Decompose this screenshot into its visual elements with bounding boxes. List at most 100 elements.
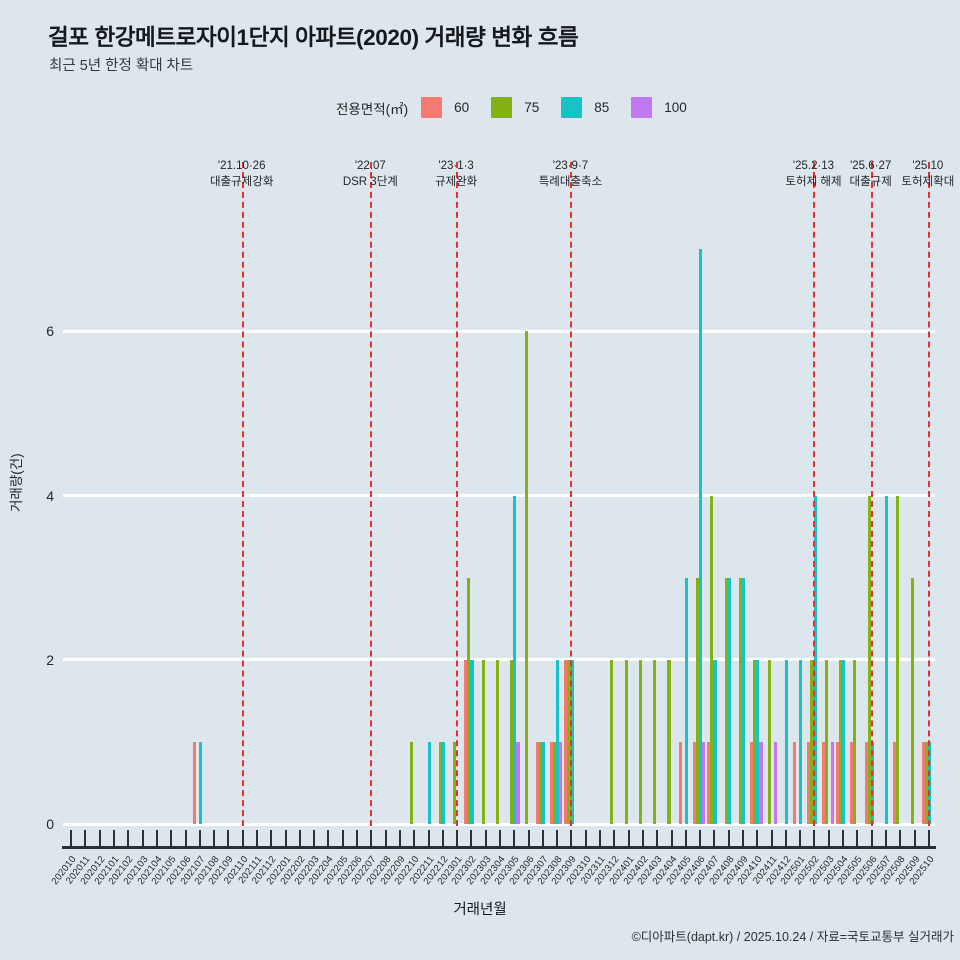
bar[interactable] [516, 741, 520, 824]
x-axis-tick [170, 830, 173, 846]
bar[interactable] [830, 741, 835, 824]
bar[interactable] [467, 577, 471, 824]
bar[interactable] [713, 659, 717, 824]
bar[interactable] [198, 741, 202, 824]
event-annotation-text: 규제완화 [434, 176, 478, 189]
bar[interactable] [824, 659, 828, 824]
legend-item-60[interactable]: 60 [421, 97, 481, 118]
x-axis-tick [827, 830, 830, 846]
bar[interactable] [810, 659, 814, 824]
event-annotation: '25.10 토허제확대 [901, 158, 954, 191]
y-axis-tick-label: 2 [46, 651, 54, 668]
bar[interactable] [853, 659, 857, 824]
gridline [63, 329, 935, 333]
bar[interactable] [924, 741, 928, 824]
event-marker-line [927, 162, 930, 846]
bar[interactable] [702, 741, 706, 824]
legend-item-85[interactable]: 85 [561, 97, 621, 118]
bar[interactable] [438, 741, 442, 824]
bar[interactable] [553, 741, 557, 824]
bar[interactable] [767, 659, 771, 824]
bar[interactable] [724, 577, 728, 824]
bar[interactable] [441, 741, 445, 824]
bar[interactable] [624, 659, 628, 824]
bar[interactable] [541, 741, 546, 824]
bar[interactable] [567, 659, 571, 824]
bar[interactable] [707, 741, 711, 824]
bar[interactable] [464, 659, 468, 824]
bar[interactable] [559, 741, 563, 824]
bar[interactable] [495, 659, 500, 824]
legend-item-75[interactable]: 75 [491, 97, 551, 118]
bar[interactable] [550, 741, 554, 824]
bar[interactable] [738, 577, 743, 824]
x-axis-tick [441, 830, 444, 846]
bar[interactable] [470, 659, 474, 824]
chart-legend: 전용면적(㎡) 60 75 85 100 [336, 97, 709, 118]
x-axis-tick [770, 830, 773, 846]
y-axis-tick-label: 4 [46, 487, 54, 504]
bar[interactable] [784, 659, 789, 824]
bar[interactable] [773, 741, 777, 824]
bar[interactable] [678, 741, 682, 824]
bar[interactable] [799, 659, 803, 824]
bar[interactable] [750, 741, 754, 824]
event-annotation-date: '22.07 [354, 160, 386, 172]
bar[interactable] [821, 741, 825, 824]
x-axis-tick [499, 830, 501, 846]
bar[interactable] [610, 659, 614, 824]
x-axis-tick [370, 830, 373, 846]
bar[interactable] [638, 659, 642, 824]
gridline [63, 822, 935, 826]
event-marker-line [370, 162, 373, 846]
bar[interactable] [699, 249, 703, 824]
bar[interactable] [910, 577, 914, 824]
bar[interactable] [867, 495, 871, 824]
bar[interactable] [410, 741, 414, 824]
bar[interactable] [427, 741, 431, 824]
bar[interactable] [556, 659, 560, 824]
bar[interactable] [759, 741, 763, 824]
legend-title: 전용면적(㎡) [336, 101, 409, 117]
bar[interactable] [850, 741, 854, 824]
bar[interactable] [921, 741, 925, 824]
bar[interactable] [692, 741, 697, 824]
bar[interactable] [842, 659, 846, 824]
bar[interactable] [192, 741, 196, 824]
bar[interactable] [510, 659, 514, 824]
bar[interactable] [710, 495, 714, 824]
bar[interactable] [727, 577, 731, 824]
bar[interactable] [864, 741, 868, 824]
bar[interactable] [538, 741, 542, 824]
legend-item-100[interactable]: 100 [631, 97, 699, 118]
bar[interactable] [696, 577, 700, 824]
bar[interactable] [564, 659, 568, 824]
bar[interactable] [893, 741, 897, 824]
bar[interactable] [839, 659, 843, 824]
bar[interactable] [753, 659, 757, 824]
x-axis-tick [484, 830, 487, 846]
bar[interactable] [807, 741, 811, 824]
y-axis-tick-label: 6 [46, 323, 54, 340]
x-axis-tick [356, 830, 359, 846]
bar[interactable] [481, 659, 485, 824]
bar[interactable] [742, 577, 746, 824]
bar[interactable] [756, 659, 760, 824]
x-axis-tick [713, 830, 716, 846]
bar[interactable] [896, 495, 900, 824]
bar[interactable] [453, 741, 457, 824]
bar[interactable] [885, 495, 889, 824]
bar[interactable] [535, 741, 539, 824]
legend-label: 85 [594, 100, 610, 115]
bar[interactable] [524, 331, 528, 824]
bar[interactable] [513, 495, 517, 824]
legend-swatch-85 [561, 97, 583, 118]
bar[interactable] [835, 741, 840, 824]
bar[interactable] [667, 659, 671, 824]
bar[interactable] [684, 577, 688, 824]
bar[interactable] [653, 659, 657, 824]
x-axis-tick [198, 830, 201, 846]
gridline [63, 494, 935, 498]
bar[interactable] [793, 741, 797, 824]
plot-area: 0 2 4 6 [46, 162, 935, 846]
